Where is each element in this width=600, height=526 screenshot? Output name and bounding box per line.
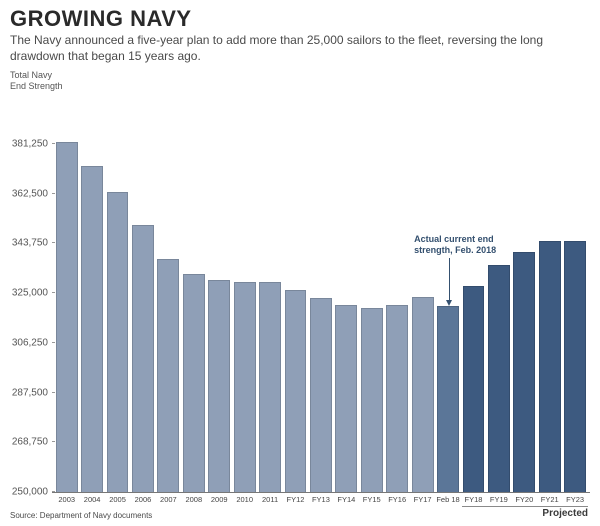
y-tick-mark <box>52 292 55 293</box>
x-tick-label: FY20 <box>515 495 533 504</box>
bar-slot: 2003 <box>54 94 79 492</box>
bar <box>107 192 129 492</box>
bar-slot: FY13 <box>308 94 333 492</box>
bar <box>81 166 103 492</box>
x-tick-label: FY16 <box>388 495 406 504</box>
x-tick-label: FY17 <box>414 495 432 504</box>
bar-slot: FY18 <box>461 94 486 492</box>
x-tick-label: 2011 <box>262 495 278 504</box>
y-tick-mark <box>52 193 55 194</box>
bar <box>132 225 154 492</box>
bar-slot: FY17 <box>410 94 435 492</box>
y-tick-label: 268,750 <box>6 437 48 448</box>
bar-slot: Feb 18 <box>435 94 460 492</box>
y-tick-mark <box>52 143 55 144</box>
bar-slot: 2005 <box>105 94 130 492</box>
bar-slot: 2004 <box>79 94 104 492</box>
bar-slot: FY14 <box>334 94 359 492</box>
bar <box>386 305 408 492</box>
bar-slot: 2009 <box>207 94 232 492</box>
x-tick-label: FY18 <box>464 495 482 504</box>
bar <box>285 290 307 492</box>
annotation-arrow-head-icon <box>446 300 452 306</box>
bar <box>208 280 230 492</box>
x-tick-label: 2010 <box>236 495 253 504</box>
x-tick-label: 2006 <box>135 495 152 504</box>
y-tick-label: 250,000 <box>6 487 48 498</box>
x-tick-label: FY23 <box>566 495 584 504</box>
bar <box>183 274 205 492</box>
x-tick-label: 2009 <box>211 495 228 504</box>
bar <box>56 142 78 492</box>
chart-title: GROWING NAVY <box>10 6 192 32</box>
bar <box>539 241 561 492</box>
bar-slot: FY23 <box>562 94 587 492</box>
projected-label: Projected <box>542 508 588 519</box>
bar <box>488 265 510 492</box>
y-tick-label: 325,000 <box>6 288 48 299</box>
bar <box>564 241 586 492</box>
x-tick-label: 2003 <box>58 495 75 504</box>
bar-slot: FY20 <box>512 94 537 492</box>
bar-slot: FY15 <box>359 94 384 492</box>
y-tick-mark <box>52 242 55 243</box>
annotation-text: Actual current end strength, Feb. 2018 <box>414 234 504 255</box>
bar <box>234 282 256 492</box>
y-tick-label: 306,250 <box>6 337 48 348</box>
x-tick-label: FY13 <box>312 495 330 504</box>
bars-group: 200320042005200620072008200920102011FY12… <box>52 94 590 492</box>
x-tick-label: FY19 <box>490 495 508 504</box>
bar <box>437 306 459 492</box>
plot-area: 200320042005200620072008200920102011FY12… <box>52 94 590 493</box>
y-tick-mark <box>52 392 55 393</box>
y-axis-title: Total Navy End Strength <box>10 70 63 92</box>
bar-slot: FY21 <box>537 94 562 492</box>
chart-container: GROWING NAVY The Navy announced a five-y… <box>0 0 600 526</box>
x-tick-label: 2005 <box>109 495 126 504</box>
bar <box>335 305 357 492</box>
bar-slot: 2008 <box>181 94 206 492</box>
bar <box>259 282 281 492</box>
bar-slot: FY12 <box>283 94 308 492</box>
bar <box>463 286 485 492</box>
y-tick-label: 287,500 <box>6 387 48 398</box>
x-tick-label: 2004 <box>84 495 101 504</box>
bar-slot: 2010 <box>232 94 257 492</box>
x-tick-label: FY14 <box>337 495 355 504</box>
y-tick-mark <box>52 491 55 492</box>
bar-slot: FY16 <box>384 94 409 492</box>
x-tick-label: 2008 <box>185 495 202 504</box>
bar-slot: 2006 <box>130 94 155 492</box>
bar <box>513 252 535 492</box>
source-text: Department of Navy documents <box>40 511 153 520</box>
source-prefix: Source: <box>10 511 40 520</box>
bar-slot: 2007 <box>156 94 181 492</box>
source-line: Source: Department of Navy documents <box>10 511 152 520</box>
chart-subtitle: The Navy announced a five-year plan to a… <box>10 32 570 64</box>
bar <box>361 308 383 492</box>
x-tick-label: Feb 18 <box>436 495 459 504</box>
bar-slot: FY19 <box>486 94 511 492</box>
y-tick-label: 381,250 <box>6 138 48 149</box>
x-tick-label: FY12 <box>287 495 305 504</box>
projected-bracket <box>462 506 588 507</box>
bar <box>412 297 434 492</box>
bar-slot: 2011 <box>257 94 282 492</box>
y-tick-mark <box>52 441 55 442</box>
bar <box>310 298 332 492</box>
y-tick-label: 362,500 <box>6 188 48 199</box>
y-tick-label: 343,750 <box>6 238 48 249</box>
bar <box>157 259 179 492</box>
x-tick-label: FY21 <box>541 495 559 504</box>
x-tick-label: FY15 <box>363 495 381 504</box>
x-tick-label: 2007 <box>160 495 177 504</box>
y-tick-mark <box>52 342 55 343</box>
annotation-arrow-line <box>449 258 450 300</box>
